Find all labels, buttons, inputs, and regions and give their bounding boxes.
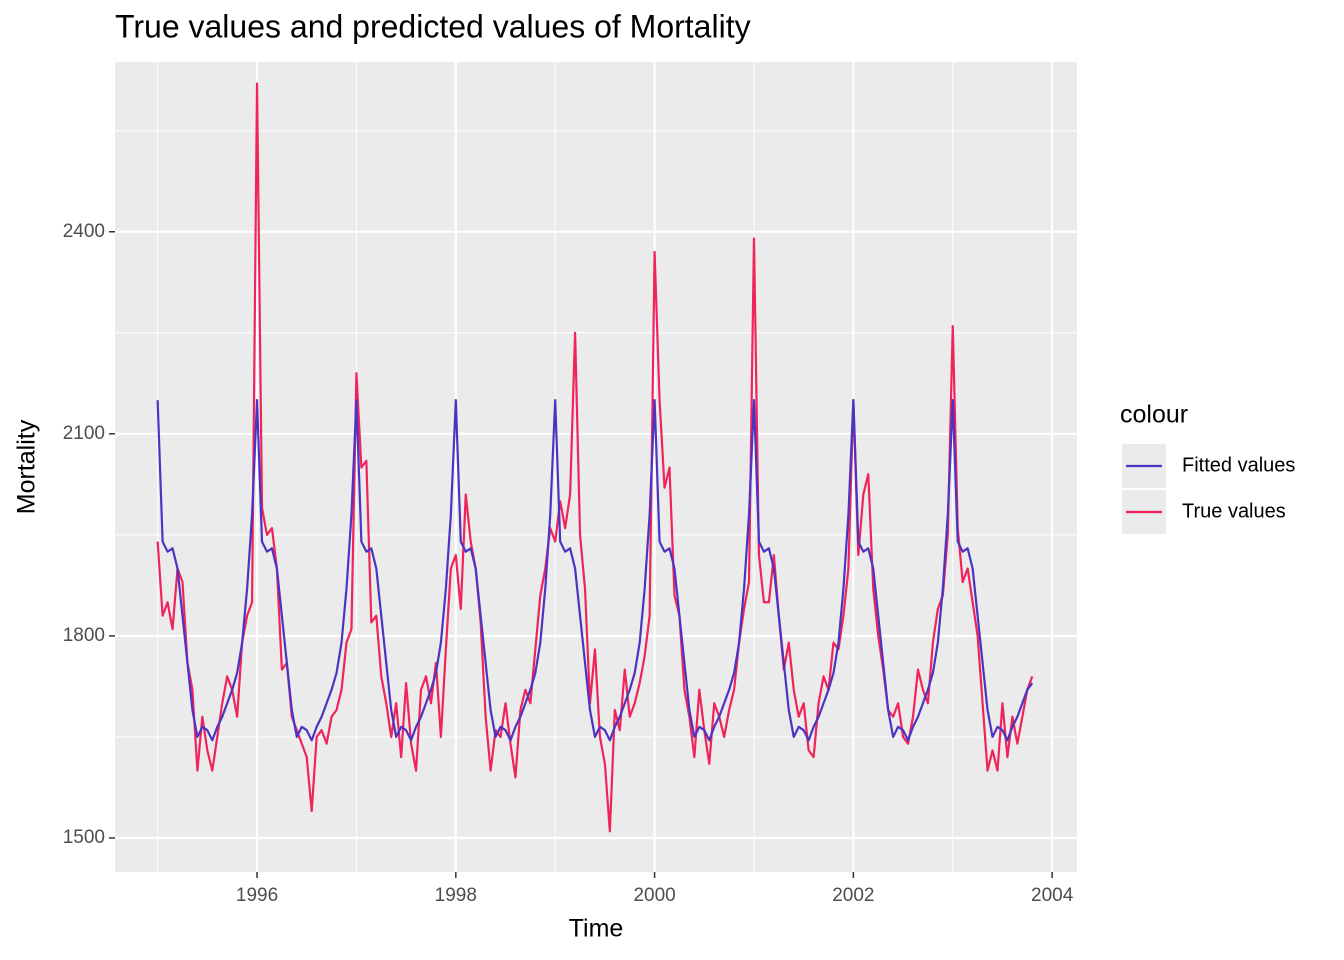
- y-tick-label: 2100: [63, 423, 105, 444]
- x-tick-label: 2004: [1031, 885, 1074, 906]
- chart-title: True values and predicted values of Mort…: [115, 8, 751, 44]
- series-line: [156, 399, 1034, 742]
- y-tick-label: 2400: [63, 221, 105, 242]
- x-tick-label: 2000: [633, 885, 675, 906]
- y-tick-label: 1500: [63, 827, 105, 848]
- y-tick-label: 1800: [63, 625, 105, 646]
- x-tick-label: 2002: [832, 885, 874, 906]
- x-tick-label: 1996: [236, 885, 278, 906]
- x-axis-title: Time: [569, 915, 624, 943]
- x-tick-label: 1998: [435, 885, 477, 906]
- legend-label: Fitted values: [1182, 454, 1295, 476]
- legend-label: True values: [1182, 500, 1286, 522]
- y-axis-title: Mortality: [13, 419, 41, 514]
- legend-title: colour: [1120, 401, 1188, 429]
